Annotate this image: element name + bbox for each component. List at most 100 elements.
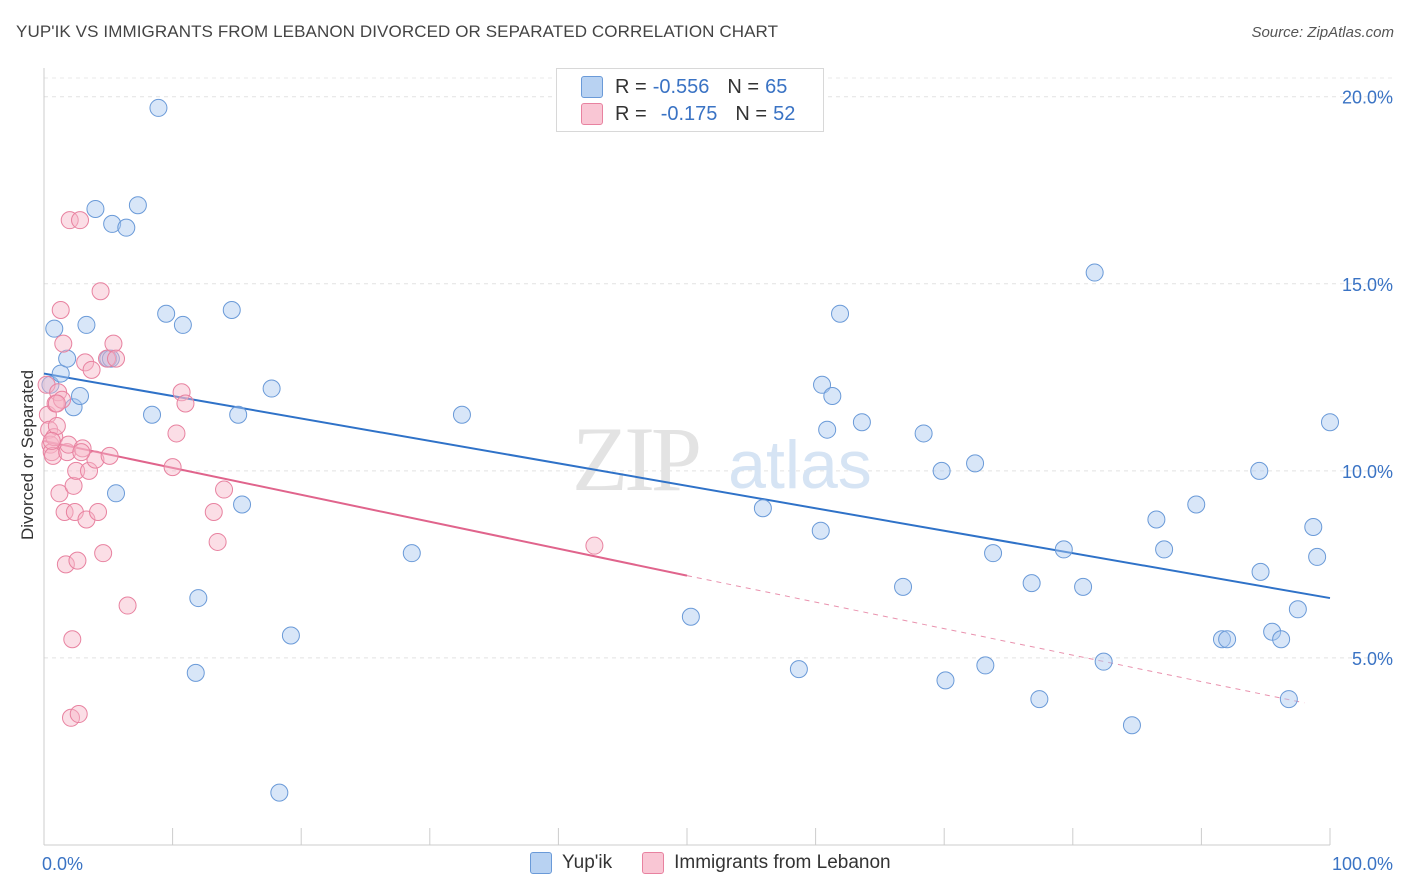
point-yupik [1187,495,1206,514]
point-yupik [103,214,122,233]
point-yupik [1085,263,1104,282]
point-lebanon [47,416,66,435]
point-yupik [1147,510,1166,529]
n-value: 65 [765,75,788,98]
point-lebanon [72,443,91,462]
point-lebanon [69,705,88,724]
point-lebanon [107,349,126,368]
point-yupik [143,405,162,424]
point-lebanon [56,555,75,574]
point-lebanon [47,394,66,413]
point-yupik [186,663,205,682]
point-lebanon [54,334,73,353]
point-yupik [753,499,772,518]
point-yupik [41,375,60,394]
y-tick-label: 5.0% [1352,649,1393,669]
point-lebanon [215,480,234,499]
point-lebanon [94,544,113,563]
point-lebanon [80,461,99,480]
point-lebanon [68,551,87,570]
trendline-lebanon-extension [686,575,1305,704]
point-yupik [831,304,850,323]
point-yupik [813,375,832,394]
trendline-yupik [43,372,1331,600]
point-yupik [823,387,842,406]
point-yupik [1279,690,1298,709]
point-yupik [932,461,951,480]
point-yupik [77,315,96,334]
point-lebanon [42,431,61,450]
point-lebanon [71,211,90,230]
legend-row-lebanon: R = -0.175 N = 52 [581,102,795,126]
point-yupik [51,364,70,383]
y-tick-label: 10.0% [1342,462,1393,482]
point-yupik [1094,652,1113,671]
point-yupik [1054,540,1073,559]
point-yupik [117,218,136,237]
point-lebanon [167,424,186,443]
series-legend: Yup'ik Immigrants from Lebanon [530,852,921,874]
chart-title: YUP'IK VS IMMIGRANTS FROM LEBANON DIVORC… [16,22,779,41]
watermark-atlas: atlas [728,427,872,503]
point-lebanon [63,630,82,649]
point-yupik [681,607,700,626]
n-value: 52 [773,102,796,125]
point-yupik [1288,600,1307,619]
point-yupik [262,379,281,398]
point-lebanon [163,458,182,477]
point-yupik [1155,540,1174,559]
point-yupik [1074,577,1093,596]
legend-item-yupik: Yup'ik [530,852,612,874]
point-yupik [1321,413,1339,432]
point-yupik [128,196,147,215]
point-yupik [1250,461,1269,480]
watermark-zip: ZIP [572,408,699,510]
point-lebanon [104,334,123,353]
point-yupik [818,420,837,439]
point-yupik [966,454,985,473]
point-yupik [157,304,176,323]
point-lebanon [82,360,101,379]
point-yupik [1122,716,1141,735]
r-value: -0.556 [652,75,710,98]
blue-swatch-icon [581,76,603,98]
point-yupik [1251,562,1270,581]
point-lebanon [64,476,83,495]
legend-row-yupik: R = -0.556 N = 65 [581,75,787,99]
point-lebanon [91,282,110,301]
point-lebanon [51,300,70,319]
point-yupik [1263,622,1282,641]
point-yupik [852,413,871,432]
point-yupik [894,577,913,596]
point-lebanon [58,443,77,462]
point-yupik [914,424,933,443]
point-lebanon [76,353,95,372]
point-lebanon [204,503,223,522]
y-tick-label: 20.0% [1342,88,1393,108]
trendline-lebanon [43,439,688,577]
point-lebanon [176,394,195,413]
source-label: Source: ZipAtlas.com [1251,24,1394,41]
legend-label-yupik: Yup'ik [562,852,613,873]
point-yupik [402,544,421,563]
point-lebanon [44,446,63,465]
point-lebanon [208,532,227,551]
point-yupik [936,671,955,690]
point-yupik [1022,574,1041,593]
point-lebanon [172,383,191,402]
point-lebanon [118,596,137,615]
point-yupik [189,589,208,608]
r-label: R = [615,75,647,98]
point-lebanon [86,450,105,469]
pink-swatch-icon [581,103,603,125]
point-lebanon [98,349,117,368]
point-lebanon [50,484,69,503]
point-yupik [984,544,1003,563]
point-yupik [1218,630,1237,649]
legend-item-lebanon: Immigrants from Lebanon [642,852,891,874]
blue-swatch-icon [530,852,552,874]
r-label: R = [615,102,647,125]
point-yupik [86,199,105,218]
point-yupik [452,405,471,424]
